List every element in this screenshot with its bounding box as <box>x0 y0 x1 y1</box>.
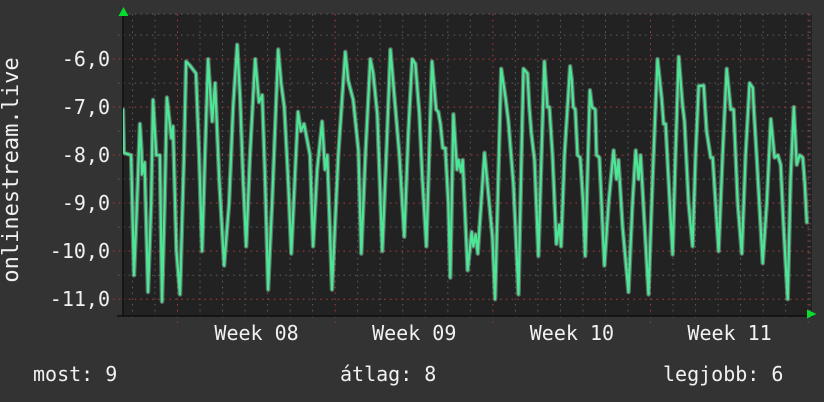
stat-atlag: átlag: 8 <box>340 362 437 386</box>
x-axis-label: Week 08 <box>214 321 299 345</box>
y-axis-label: -7,0 <box>61 95 110 120</box>
y-axis-label: -11,0 <box>49 287 110 312</box>
x-axis-label: Week 11 <box>687 321 772 345</box>
x-axis-right-arrow-icon <box>807 309 817 319</box>
series-line <box>123 43 808 303</box>
y-axis-label: -6,0 <box>61 47 110 72</box>
stat-legjobb: legjobb: 6 <box>663 362 784 386</box>
x-axis-label: Week 10 <box>529 321 615 345</box>
axes <box>117 9 813 317</box>
x-axis-label: Week 09 <box>372 321 457 345</box>
y-axis-up-arrow-icon <box>118 7 129 16</box>
y-axis-label: -10,0 <box>49 239 110 264</box>
stat-most: most: 9 <box>33 362 118 386</box>
y-axis-label: -8,0 <box>61 143 110 168</box>
y-axis-label: -9,0 <box>61 191 110 216</box>
